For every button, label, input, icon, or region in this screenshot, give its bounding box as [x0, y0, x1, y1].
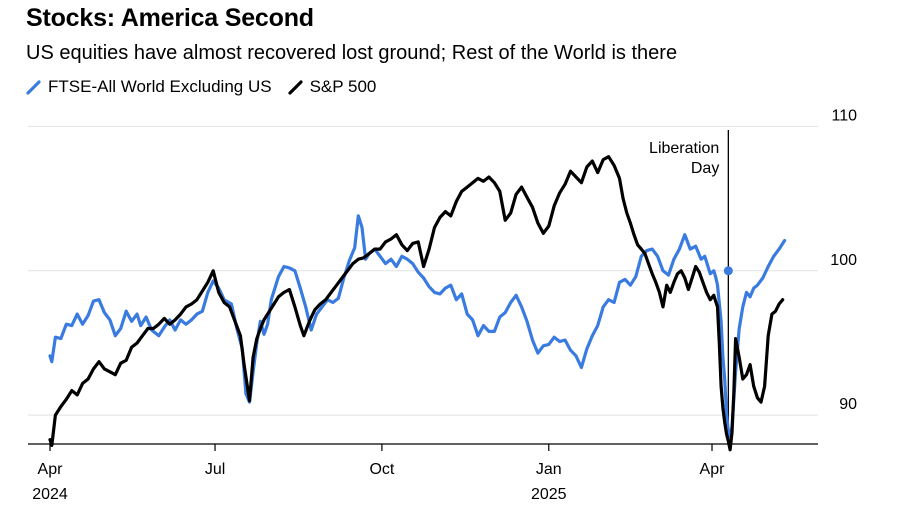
series-line-sp500	[48, 155, 785, 452]
chart-subtitle: US equities have almost recovered lost g…	[26, 42, 678, 64]
y-tick-label-110: 110	[831, 107, 857, 124]
annotation-label-line1: Liberation	[649, 140, 719, 157]
legend-item-ftse: FTSE-All World Excluding US	[26, 77, 272, 97]
x-tick-label-jul-1: Jul	[205, 461, 225, 478]
liberation-day-annotation: Liberation Day	[649, 130, 729, 444]
y-tick-label-100: 100	[830, 252, 857, 269]
legend-swatch-ftse-icon	[26, 80, 41, 95]
legend-swatch-sp500-icon	[287, 80, 303, 95]
annotation-label-line2: Day	[691, 160, 719, 177]
x-tick-label-jan-3: Jan	[536, 461, 562, 478]
chart-title: Stocks: America Second	[26, 4, 314, 32]
x-axis-ticks: Apr 2024 Jul Oct Jan 2025 Apr	[32, 444, 725, 503]
gridlines	[28, 125, 818, 416]
ftse-marker	[723, 266, 733, 276]
x-tick-label-apr-0: Apr	[38, 461, 64, 478]
legend-label-sp500: S&P 500	[309, 77, 377, 96]
legend-label-ftse: FTSE-All World Excluding US	[48, 77, 272, 96]
x-tick-label-oct-2: Oct	[369, 461, 394, 478]
y-axis-labels: 90 100 110	[830, 107, 857, 413]
x-tick-year-2025: 2025	[531, 486, 567, 503]
series-lines	[48, 155, 787, 452]
y-tick-label-90: 90	[839, 396, 857, 413]
legend: FTSE-All World Excluding US S&P 500	[26, 77, 392, 97]
x-tick-label-apr-4: Apr	[700, 461, 726, 478]
x-tick-year-2024: 2024	[32, 486, 68, 503]
series-line-ftse	[48, 214, 787, 439]
legend-item-sp500: S&P 500	[287, 77, 377, 97]
